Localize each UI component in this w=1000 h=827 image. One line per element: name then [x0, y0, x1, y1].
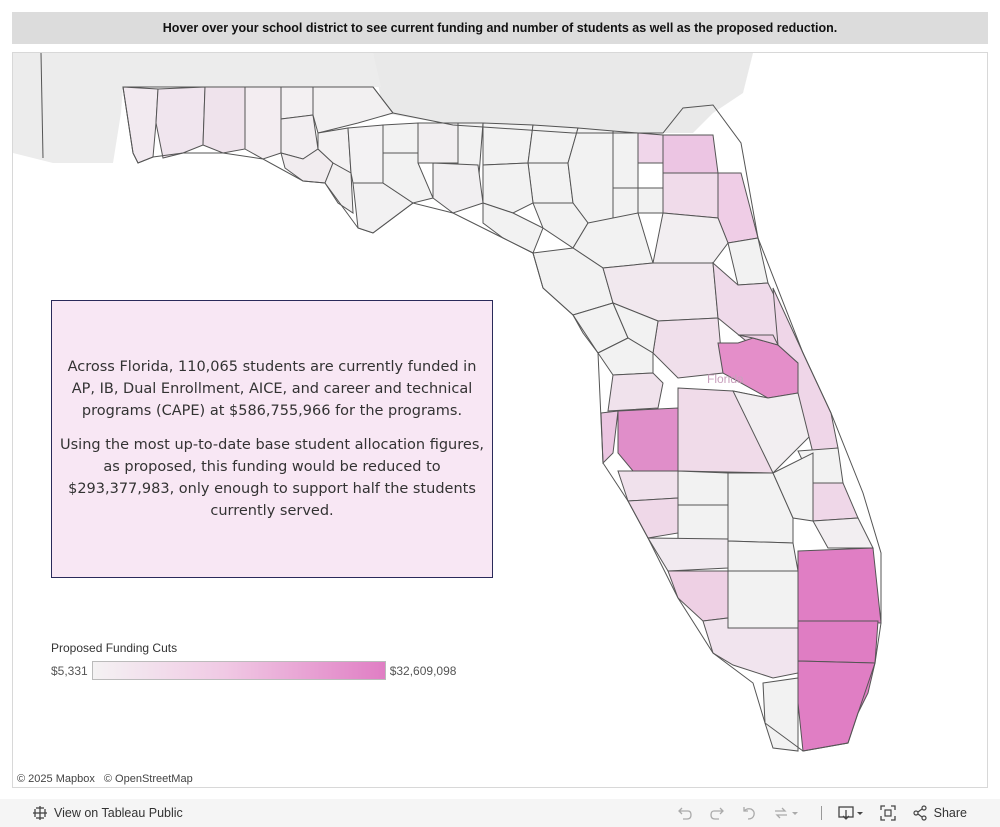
view-on-tableau-label: View on Tableau Public [54, 806, 183, 820]
share-button[interactable]: Share [912, 805, 967, 821]
info-box: Across Florida, 110,065 students are cur… [51, 300, 493, 578]
undo-icon[interactable] [677, 805, 693, 821]
neighbor-state-terrain [13, 53, 753, 133]
view-on-tableau-link[interactable]: View on Tableau Public [32, 805, 183, 821]
county-broward[interactable] [797, 620, 879, 664]
tableau-toolbar: View on Tableau Public Share [0, 799, 1000, 827]
county-miami-dade[interactable] [797, 660, 876, 752]
county-taylor[interactable] [432, 162, 484, 214]
color-legend: Proposed Funding Cuts $5,331 $32,609,098 [51, 641, 491, 680]
county-putnam[interactable] [652, 212, 729, 264]
county-map-svg[interactable] [13, 53, 988, 788]
tableau-icon [32, 805, 48, 821]
county-lafayette[interactable] [482, 162, 534, 214]
county-holmes[interactable] [280, 86, 314, 120]
legend-gradient-bar [91, 661, 386, 680]
instruction-text: Hover over your school district to see c… [162, 21, 838, 35]
county-bradford[interactable] [637, 187, 664, 214]
county-st-lucie[interactable] [812, 482, 859, 522]
county-martin[interactable] [812, 517, 874, 549]
county-escambia[interactable] [122, 86, 159, 164]
county-desoto[interactable] [677, 504, 729, 540]
county-glades[interactable] [727, 540, 799, 572]
legend-title: Proposed Funding Cuts [51, 641, 178, 655]
toolbar-separator [820, 806, 822, 820]
county-charlotte[interactable] [647, 537, 729, 572]
county-lake[interactable] [652, 317, 724, 379]
share-label: Share [933, 806, 967, 820]
county-flagler[interactable] [727, 237, 769, 286]
redo-icon[interactable] [709, 805, 725, 821]
county-okaloosa[interactable] [202, 86, 246, 154]
county-monroe[interactable] [762, 677, 799, 752]
county-palm-beach[interactable] [797, 547, 882, 624]
download-icon[interactable] [837, 805, 864, 821]
county-group-panhandle [122, 86, 882, 752]
county-suwannee[interactable] [527, 162, 574, 204]
county-sarasota[interactable] [627, 497, 679, 539]
county-clay[interactable] [662, 172, 719, 219]
revert-icon[interactable] [741, 805, 757, 821]
map-attribution: © 2025 Mapbox © OpenStreetMap [17, 773, 193, 785]
share-icon [912, 805, 928, 821]
county-gadsden[interactable] [382, 122, 419, 154]
county-duval[interactable] [662, 134, 719, 174]
county-baker[interactable] [612, 130, 639, 189]
county-santa-rosa[interactable] [155, 86, 206, 159]
osm-attribution[interactable]: © OpenStreetMap [103, 773, 193, 785]
county-gulf[interactable] [324, 162, 354, 214]
refresh-icon[interactable] [773, 805, 799, 821]
county-pasco[interactable] [607, 372, 664, 412]
county-liberty[interactable] [347, 124, 384, 184]
county-leon[interactable] [417, 122, 459, 164]
county-hernando[interactable] [597, 337, 654, 376]
state-outline [122, 86, 882, 752]
info-paragraph-1: Across Florida, 110,065 students are cur… [67, 359, 477, 419]
instruction-banner: Hover over your school district to see c… [12, 12, 988, 44]
county-manatee[interactable] [617, 470, 679, 502]
county-hardee[interactable] [677, 470, 729, 506]
county-hillsborough[interactable] [617, 407, 679, 472]
county-walton[interactable] [244, 86, 282, 160]
legend-max-label: $32,609,098 [389, 663, 457, 678]
state-label: Florida [707, 372, 744, 386]
neighbor-state-terrain-west [13, 53, 381, 163]
county-nassau[interactable] [637, 132, 664, 164]
fullscreen-icon[interactable] [879, 805, 896, 821]
county-hendry[interactable] [727, 570, 799, 629]
info-paragraph-2: Using the most up-to-date base student a… [60, 437, 484, 519]
county-pinellas[interactable] [600, 410, 619, 465]
mapbox-attribution[interactable]: © 2025 Mapbox [17, 773, 95, 785]
florida-map[interactable]: Florida Across Florida, 110,065 students… [12, 52, 988, 788]
county-madison[interactable] [482, 122, 534, 166]
legend-min-label: $5,331 [51, 663, 88, 678]
state-border-line [40, 53, 44, 159]
